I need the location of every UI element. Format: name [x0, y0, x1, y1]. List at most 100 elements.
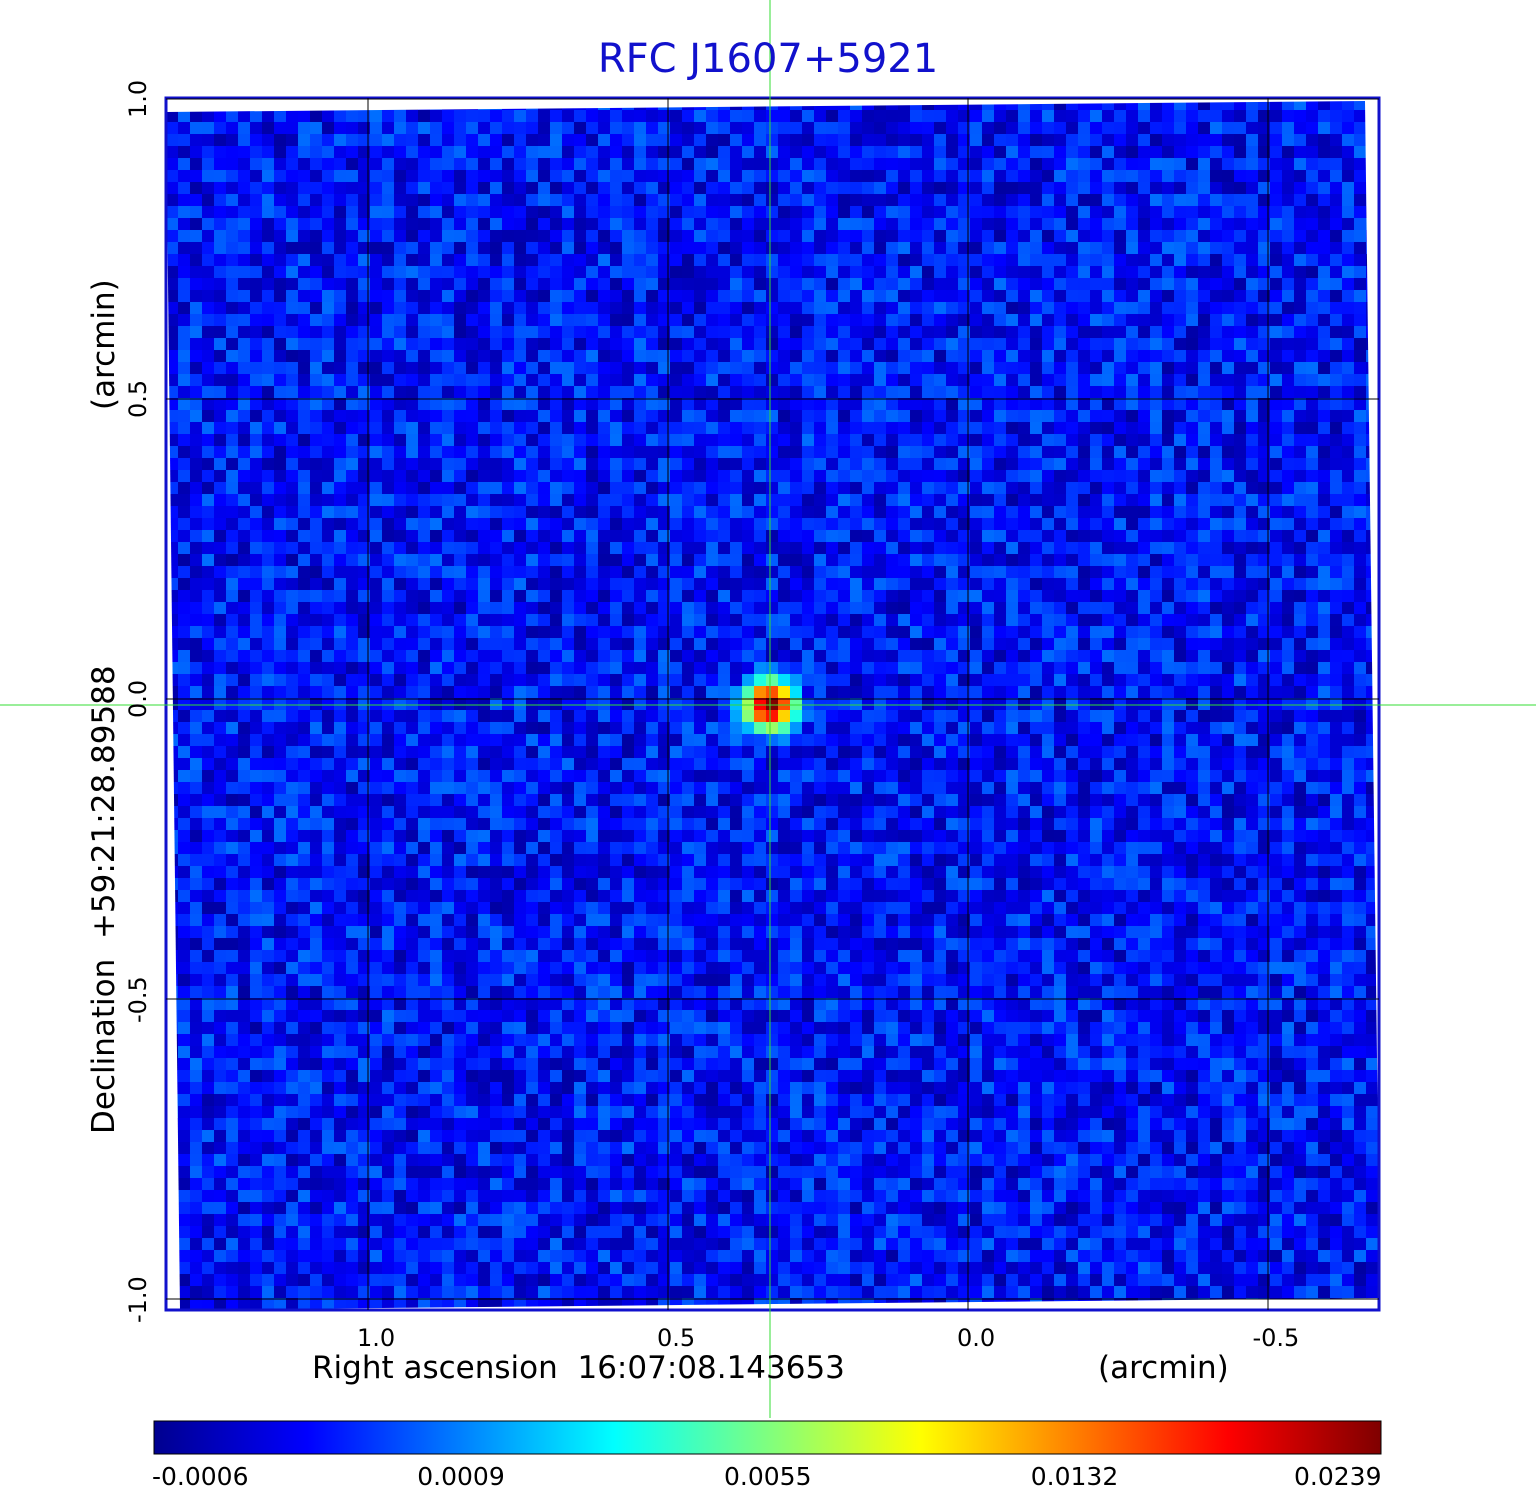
image-pixel: [178, 170, 190, 182]
image-pixel: [634, 458, 646, 470]
image-pixel: [526, 422, 538, 434]
image-pixel: [214, 146, 226, 158]
image-pixel: [826, 254, 838, 266]
image-pixel: [850, 326, 862, 338]
image-pixel: [562, 122, 574, 134]
image-pixel: [742, 182, 754, 194]
image-pixel: [478, 566, 490, 578]
image-pixel: [1210, 374, 1222, 386]
image-pixel: [646, 494, 658, 506]
image-pixel: [478, 134, 490, 146]
image-pixel: [1366, 578, 1378, 590]
image-pixel: [778, 458, 790, 470]
image-pixel: [682, 170, 694, 182]
image-pixel: [238, 302, 250, 314]
image-pixel: [1066, 626, 1078, 638]
image-pixel: [466, 410, 478, 422]
image-pixel: [1342, 206, 1354, 218]
image-pixel: [730, 338, 742, 350]
image-pixel: [1030, 674, 1042, 686]
image-pixel: [334, 422, 346, 434]
image-pixel: [298, 158, 310, 170]
image-pixel: [1306, 254, 1318, 266]
image-pixel: [1054, 554, 1066, 566]
image-pixel: [610, 350, 622, 362]
image-pixel: [922, 530, 934, 542]
image-pixel: [1150, 230, 1162, 242]
image-pixel: [898, 254, 910, 266]
image-pixel: [1114, 122, 1126, 134]
image-pixel: [970, 578, 982, 590]
image-pixel: [1186, 206, 1198, 218]
image-pixel: [430, 194, 442, 206]
image-pixel: [166, 101, 178, 110]
image-pixel: [994, 362, 1006, 374]
image-pixel: [250, 590, 262, 602]
image-pixel: [1150, 278, 1162, 290]
image-pixel: [1330, 602, 1342, 614]
image-pixel: [310, 362, 322, 374]
image-pixel: [166, 350, 178, 362]
image-pixel: [1234, 434, 1246, 446]
image-pixel: [1090, 458, 1102, 470]
image-pixel: [574, 422, 586, 434]
image-pixel: [814, 422, 826, 434]
image-pixel: [874, 278, 886, 290]
image-pixel: [754, 374, 766, 386]
image-pixel: [886, 302, 898, 314]
image-pixel: [646, 170, 658, 182]
image-pixel: [550, 422, 562, 434]
image-pixel: [1042, 242, 1054, 254]
image-pixel: [1054, 590, 1066, 602]
image-pixel: [1342, 434, 1354, 446]
image-pixel: [250, 122, 262, 134]
image-pixel: [814, 362, 826, 374]
image-pixel: [670, 626, 682, 638]
image-pixel: [478, 614, 490, 626]
image-pixel: [502, 470, 514, 482]
image-pixel: [970, 650, 982, 662]
image-pixel: [1090, 434, 1102, 446]
image-pixel: [610, 578, 622, 590]
image-pixel: [1234, 302, 1246, 314]
image-pixel: [562, 266, 574, 278]
image-pixel: [814, 446, 826, 458]
image-pixel: [1210, 602, 1222, 614]
image-pixel: [778, 302, 790, 314]
image-pixel: [1294, 182, 1306, 194]
image-pixel: [862, 614, 874, 626]
image-pixel: [514, 602, 526, 614]
image-pixel: [634, 194, 646, 206]
image-pixel: [910, 410, 922, 422]
image-pixel: [358, 554, 370, 566]
image-pixel: [262, 530, 274, 542]
image-pixel: [970, 254, 982, 266]
image-pixel: [694, 158, 706, 170]
image-pixel: [1150, 410, 1162, 422]
image-pixel: [1126, 122, 1138, 134]
image-pixel: [1186, 290, 1198, 302]
image-pixel: [706, 434, 718, 446]
image-pixel: [502, 101, 514, 110]
image-pixel: [802, 122, 814, 134]
image-pixel: [538, 590, 550, 602]
image-pixel: [166, 194, 178, 206]
image-pixel: [706, 650, 718, 662]
image-pixel: [262, 434, 274, 446]
image-pixel: [1186, 170, 1198, 182]
image-pixel: [682, 182, 694, 194]
image-pixel: [1138, 134, 1150, 146]
image-pixel: [682, 542, 694, 554]
image-pixel: [790, 650, 802, 662]
image-pixel: [262, 122, 274, 134]
image-pixel: [886, 101, 898, 110]
image-pixel: [646, 518, 658, 530]
image-pixel: [262, 446, 274, 458]
image-pixel: [202, 314, 214, 326]
image-pixel: [322, 278, 334, 290]
image-pixel: [1066, 101, 1078, 110]
image-pixel: [970, 398, 982, 410]
image-pixel: [382, 518, 394, 530]
image-pixel: [922, 278, 934, 290]
image-pixel: [826, 101, 838, 110]
